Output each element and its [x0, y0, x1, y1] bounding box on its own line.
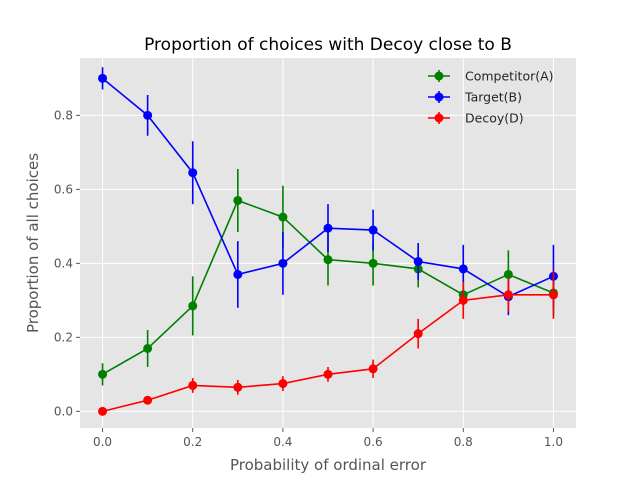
legend-marker [434, 71, 444, 81]
data-point [233, 269, 243, 279]
x-tick-label: 0.2 [183, 435, 202, 449]
y-tick-label: 0.6 [54, 182, 73, 196]
data-point [368, 364, 378, 374]
legend-item: Decoy(D) [428, 111, 524, 126]
data-point [188, 380, 198, 390]
x-tick-label: 0.4 [273, 435, 292, 449]
data-point [368, 258, 378, 268]
data-point [233, 195, 243, 205]
legend-label: Competitor(A) [465, 69, 554, 84]
y-tick-label: 0.0 [54, 404, 73, 418]
chart-title: Proportion of choices with Decoy close t… [144, 35, 512, 55]
data-point [503, 269, 513, 279]
data-point [368, 225, 378, 235]
data-point [233, 382, 243, 392]
legend-item: Competitor(A) [428, 69, 554, 84]
y-tick-label: 0.2 [54, 330, 73, 344]
data-point [278, 258, 288, 268]
data-point [98, 73, 108, 83]
data-point [188, 168, 198, 178]
x-tick-label: 1.0 [544, 435, 563, 449]
x-axis-label: Probability of ordinal error [230, 456, 427, 474]
legend-marker [434, 113, 444, 123]
data-point [188, 301, 198, 311]
y-tick-label: 0.4 [54, 256, 73, 270]
legend-marker [434, 92, 444, 102]
data-point [143, 395, 153, 405]
data-point [323, 223, 333, 233]
series-decoy-d [98, 270, 558, 416]
data-point [413, 329, 423, 339]
data-point [413, 257, 423, 266]
data-point [143, 343, 153, 353]
data-point [278, 212, 288, 222]
data-point [278, 379, 288, 389]
x-tick-label: 0.8 [454, 435, 473, 449]
data-point [548, 290, 558, 300]
x-tick-label: 0.0 [93, 435, 112, 449]
data-point [98, 406, 108, 416]
legend-item: Target(B) [428, 90, 522, 105]
data-point [98, 369, 108, 379]
data-point [458, 264, 468, 274]
data-point [143, 110, 153, 120]
grid [80, 58, 576, 428]
x-tick-label: 0.6 [364, 435, 383, 449]
data-point [458, 295, 468, 305]
data-point [503, 290, 513, 300]
y-axis-label: Proportion of all choices [24, 153, 42, 333]
series-layer [98, 67, 558, 416]
ticks: 0.0 0.2 0.4 0.6 0.8 1.0 0.0 0.2 0.4 0.6 0.8 [54, 108, 563, 449]
legend-label: Target(B) [464, 90, 522, 105]
legend: Competitor(A) Target(B) Decoy(D) [428, 69, 554, 126]
legend-label: Decoy(D) [465, 111, 524, 126]
data-point [323, 255, 333, 265]
y-tick-label: 0.8 [54, 108, 73, 122]
data-point [323, 369, 333, 379]
